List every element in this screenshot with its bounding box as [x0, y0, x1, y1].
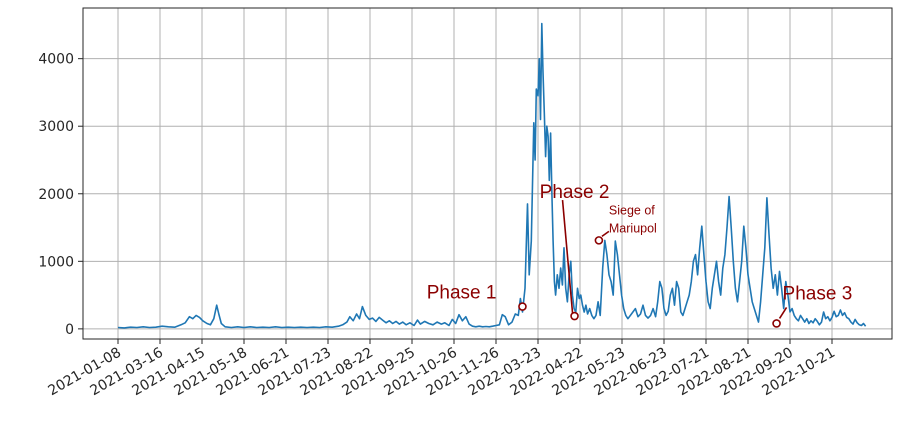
- y-tick-label: 2000: [38, 187, 74, 203]
- annotation-marker: [772, 319, 781, 328]
- y-tick-label: 3000: [38, 119, 74, 135]
- annotation-label: Siege of: [609, 203, 655, 217]
- annotation-marker: [570, 311, 579, 321]
- series-line: [117, 22, 867, 329]
- annotation-marker: [594, 236, 604, 245]
- y-tick-label: 0: [65, 322, 74, 338]
- annotation-label: Phase 2: [540, 182, 610, 203]
- annotation-leader-line: [601, 230, 610, 238]
- annotation-leader-line: [561, 199, 574, 314]
- series-layer: [117, 22, 867, 329]
- annotation-marker: [518, 302, 527, 311]
- annotation-label: Phase 1: [427, 283, 497, 304]
- y-tick-label: 4000: [38, 52, 74, 68]
- y-tick-label: 1000: [38, 254, 74, 270]
- annotation-label: Mariupol: [609, 221, 657, 235]
- plot-frame: [82, 7, 893, 340]
- y-axis: 0 1000 2000 3000 4000: [38, 52, 83, 338]
- annotation-label: Phase 3: [783, 283, 853, 304]
- annotation-leader-line: [778, 307, 788, 319]
